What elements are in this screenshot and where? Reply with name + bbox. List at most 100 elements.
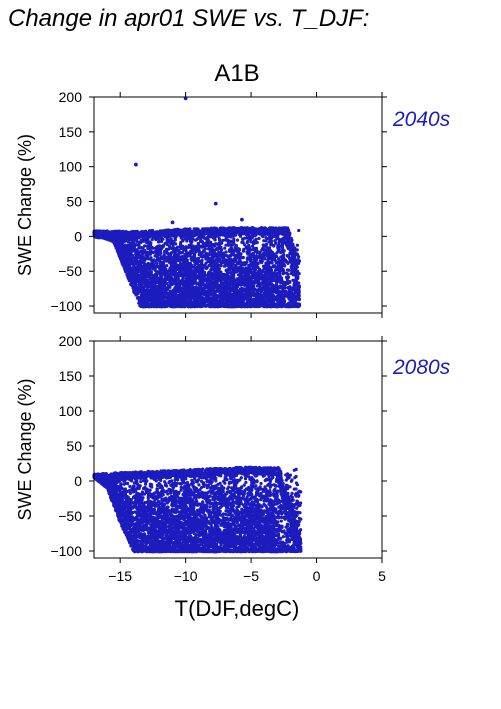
data-point xyxy=(281,287,285,291)
data-point xyxy=(160,282,164,286)
data-point xyxy=(282,249,286,254)
data-point xyxy=(146,257,150,261)
figure-title: Change in apr01 SWE vs. T_DJF: xyxy=(8,5,369,32)
data-point xyxy=(224,243,228,247)
data-point xyxy=(169,241,173,245)
scenario-label: A1B xyxy=(214,60,259,87)
data-point xyxy=(131,271,135,275)
data-point xyxy=(239,271,243,275)
data-point xyxy=(216,242,220,246)
data-point xyxy=(281,267,285,272)
scatter-points xyxy=(92,96,302,309)
data-point xyxy=(172,241,176,245)
data-point xyxy=(144,297,148,301)
data-point xyxy=(251,287,255,291)
data-point xyxy=(194,288,198,292)
data-point xyxy=(235,238,240,242)
data-point xyxy=(189,295,193,299)
data-point xyxy=(182,287,186,292)
data-point xyxy=(224,293,228,297)
data-point xyxy=(174,286,178,290)
data-point xyxy=(258,269,262,273)
data-point xyxy=(264,263,268,267)
data-point xyxy=(285,268,290,272)
data-point xyxy=(291,278,295,282)
data-point xyxy=(219,296,223,300)
data-point xyxy=(270,300,274,304)
data-point xyxy=(275,237,279,241)
data-point xyxy=(257,283,261,288)
data-point xyxy=(139,272,143,276)
data-point xyxy=(276,257,281,261)
data-point xyxy=(288,285,292,289)
data-point xyxy=(257,236,261,241)
data-point xyxy=(260,281,264,285)
data-point xyxy=(294,265,298,270)
data-point xyxy=(248,255,252,259)
data-point xyxy=(230,243,234,247)
data-point xyxy=(227,239,231,244)
data-point xyxy=(245,260,249,264)
data-point xyxy=(198,263,202,267)
data-point xyxy=(232,284,236,289)
data-point xyxy=(244,293,248,297)
data-point xyxy=(285,236,289,240)
data-point xyxy=(257,278,261,282)
data-point xyxy=(237,268,241,272)
data-point xyxy=(258,292,263,297)
data-point xyxy=(164,272,168,276)
data-point xyxy=(135,296,140,300)
data-point xyxy=(241,240,245,245)
data-point xyxy=(286,229,291,233)
data-point xyxy=(241,299,245,303)
data-point xyxy=(192,294,197,298)
data-point xyxy=(264,283,269,287)
data-point xyxy=(134,253,138,257)
data-point xyxy=(190,256,194,260)
data-point xyxy=(254,277,258,281)
data-point xyxy=(270,258,274,262)
data-point xyxy=(258,259,262,263)
data-point xyxy=(165,239,169,243)
data-point xyxy=(151,267,155,271)
data-point xyxy=(134,282,138,287)
data-point xyxy=(211,236,216,240)
data-point xyxy=(273,268,278,273)
data-point xyxy=(196,256,201,260)
data-point xyxy=(167,275,171,279)
data-point xyxy=(172,253,176,258)
data-point xyxy=(228,267,232,272)
data-point xyxy=(213,270,217,274)
data-point xyxy=(260,286,264,291)
data-point xyxy=(269,243,273,247)
data-point xyxy=(267,240,271,244)
data-point xyxy=(185,239,189,243)
data-point xyxy=(189,252,193,256)
data-point xyxy=(255,251,259,255)
data-point xyxy=(264,242,269,247)
data-point xyxy=(151,246,155,250)
data-point xyxy=(157,300,161,304)
data-point xyxy=(250,271,254,275)
data-point xyxy=(175,277,179,281)
data-point xyxy=(249,240,253,244)
data-point xyxy=(204,273,208,277)
data-point xyxy=(243,270,247,274)
data-point xyxy=(164,292,168,296)
data-point xyxy=(288,257,292,261)
data-point xyxy=(117,253,121,257)
data-point xyxy=(260,276,264,280)
data-point xyxy=(220,272,224,276)
data-point xyxy=(128,279,133,283)
data-point xyxy=(247,250,251,254)
data-point xyxy=(189,240,193,244)
data-point xyxy=(186,275,191,279)
data-point xyxy=(256,265,260,270)
data-point xyxy=(253,271,257,275)
data-point xyxy=(160,290,164,295)
data-point xyxy=(275,288,279,292)
data-point xyxy=(269,249,273,253)
data-point xyxy=(169,271,173,275)
data-point xyxy=(279,238,284,242)
